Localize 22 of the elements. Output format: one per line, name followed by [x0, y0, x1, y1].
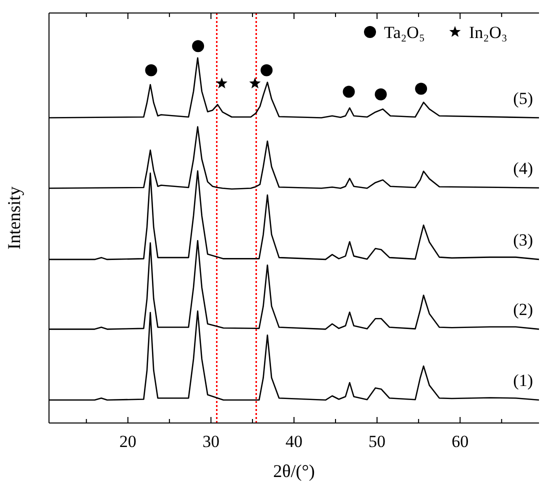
legend-label: In₂O₃ [469, 23, 508, 42]
point [415, 82, 428, 95]
point [260, 64, 273, 76]
point [374, 88, 387, 100]
x-tick-label: 60 [452, 432, 469, 451]
point [342, 86, 355, 98]
series-label: (4) [513, 158, 533, 178]
point [249, 77, 261, 88]
point [216, 77, 228, 88]
series-label: (3) [513, 230, 533, 250]
series-label: (2) [513, 300, 533, 320]
x-tick-label: 40 [286, 432, 302, 451]
y-axis-title: Intensity [4, 186, 24, 250]
x-tick-label: 30 [202, 432, 220, 451]
series-label: (5) [513, 88, 533, 108]
point [192, 40, 204, 52]
x-tick-label: 20 [119, 432, 136, 451]
x-axis-title: 2θ/(°) [273, 461, 315, 481]
x-tick-label: 50 [368, 432, 386, 451]
point [145, 64, 158, 76]
legend-label: Ta₂O₅ [384, 23, 425, 42]
series-label: (1) [513, 371, 533, 390]
